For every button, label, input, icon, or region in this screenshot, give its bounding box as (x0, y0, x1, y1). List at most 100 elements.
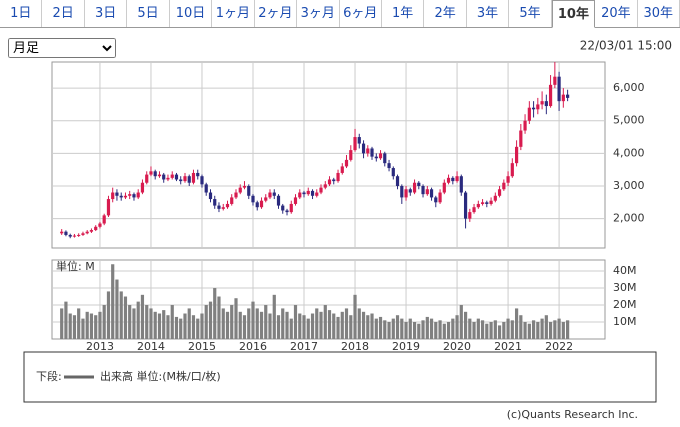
candle-body (506, 176, 510, 183)
volume-bar (468, 318, 472, 339)
period-tab[interactable]: 3日 (84, 0, 128, 27)
candle-body (383, 153, 387, 164)
volume-bar (374, 318, 378, 339)
period-tab[interactable]: 2ヶ月 (254, 0, 298, 27)
period-tab[interactable]: 1年 (381, 0, 425, 27)
period-tab[interactable]: 1ヶ月 (212, 0, 255, 27)
period-tab[interactable]: 3年 (466, 0, 510, 27)
candle-body (353, 137, 357, 151)
volume-bar (259, 311, 264, 339)
volume-bar (429, 318, 434, 339)
candle-body (221, 207, 225, 209)
period-tab[interactable]: 5年 (509, 0, 552, 27)
x-tick-label: 2016 (239, 340, 267, 353)
candle-body (166, 177, 170, 180)
volume-bar (268, 313, 272, 339)
period-tab[interactable]: 2日 (42, 0, 85, 27)
volume-bar (553, 320, 557, 339)
volume-bar (315, 308, 319, 339)
volume-bar (489, 322, 493, 339)
x-tick-label: 2014 (137, 340, 165, 353)
y-tick-label: 40M (613, 264, 637, 277)
period-tab[interactable]: 10日 (169, 0, 213, 27)
x-tick-label: 2022 (545, 340, 573, 353)
volume-bar (332, 313, 336, 339)
candle-body (417, 182, 421, 186)
period-tab[interactable]: 6ヶ月 (339, 0, 382, 27)
candle-body (85, 231, 89, 234)
candle-body (234, 192, 238, 198)
candle-body (281, 205, 285, 211)
volume-bar (289, 318, 293, 339)
volume-bar (323, 305, 327, 339)
candle-body (259, 200, 264, 208)
volume-bar (306, 318, 310, 339)
volume-bar (234, 298, 238, 339)
candle-body (489, 200, 493, 204)
volume-bar (502, 322, 506, 339)
candle-body (323, 184, 327, 188)
candle-body (242, 186, 247, 188)
candle-body (72, 235, 77, 237)
candle-body (463, 192, 468, 219)
period-tab[interactable]: 30年 (637, 0, 680, 27)
volume-bar (60, 308, 64, 339)
volume-bar (357, 308, 361, 339)
y-tick-label: 5,000 (613, 114, 645, 127)
period-tab[interactable]: 20年 (595, 0, 638, 27)
volume-bar (298, 313, 302, 339)
period-tab[interactable]: 1日 (0, 0, 43, 27)
y-tick-label: 2,000 (613, 212, 645, 225)
volume-bar (442, 323, 446, 339)
volume-bar (510, 320, 514, 339)
candle-body (429, 189, 434, 198)
volume-bar (162, 310, 166, 339)
volume-bar (119, 291, 123, 339)
volume-bar (196, 318, 200, 339)
volume-bar (340, 311, 344, 339)
volume-bar (81, 318, 85, 339)
period-tab[interactable]: 10年 (551, 0, 596, 28)
legend-prefix: 下段: (36, 369, 62, 383)
candle-body (310, 190, 315, 196)
volume-bar (225, 311, 230, 339)
candle-body (276, 195, 281, 206)
timestamp: 22/03/01 15:00 (580, 39, 672, 53)
candle-body (548, 84, 553, 107)
candle-body (170, 174, 174, 178)
volume-bar (64, 301, 68, 339)
volume-bar (183, 313, 187, 339)
candle-body (476, 203, 480, 208)
candle-body (264, 197, 268, 201)
volume-bar (132, 308, 136, 339)
y-tick-label: 20M (613, 298, 637, 311)
candle-body (361, 143, 366, 154)
candle-body (255, 202, 259, 208)
volume-bar (251, 301, 255, 339)
volume-bar (408, 318, 412, 339)
volume-bar (166, 315, 170, 339)
candle-body (566, 94, 570, 98)
period-tab[interactable]: 2年 (424, 0, 467, 27)
volume-bar (451, 318, 455, 339)
candle-body (123, 195, 128, 198)
candle-body (111, 192, 115, 200)
period-select[interactable]: 月足 (8, 38, 116, 58)
volume-bar (179, 318, 183, 339)
candle-body (225, 203, 230, 208)
period-tab[interactable]: 5日 (127, 0, 170, 27)
candle-body (536, 104, 540, 110)
candle-body (497, 189, 502, 196)
candle-body (387, 163, 391, 169)
candle-body (349, 150, 353, 160)
candle-body (157, 174, 162, 177)
volume-bar (421, 320, 425, 339)
volume-bar (395, 315, 400, 339)
volume-bar (493, 320, 497, 339)
period-tab[interactable]: 3ヶ月 (297, 0, 340, 27)
volume-bar (221, 308, 225, 339)
candle-body (140, 182, 145, 193)
candle-body (378, 153, 383, 159)
candle-body (510, 163, 514, 177)
